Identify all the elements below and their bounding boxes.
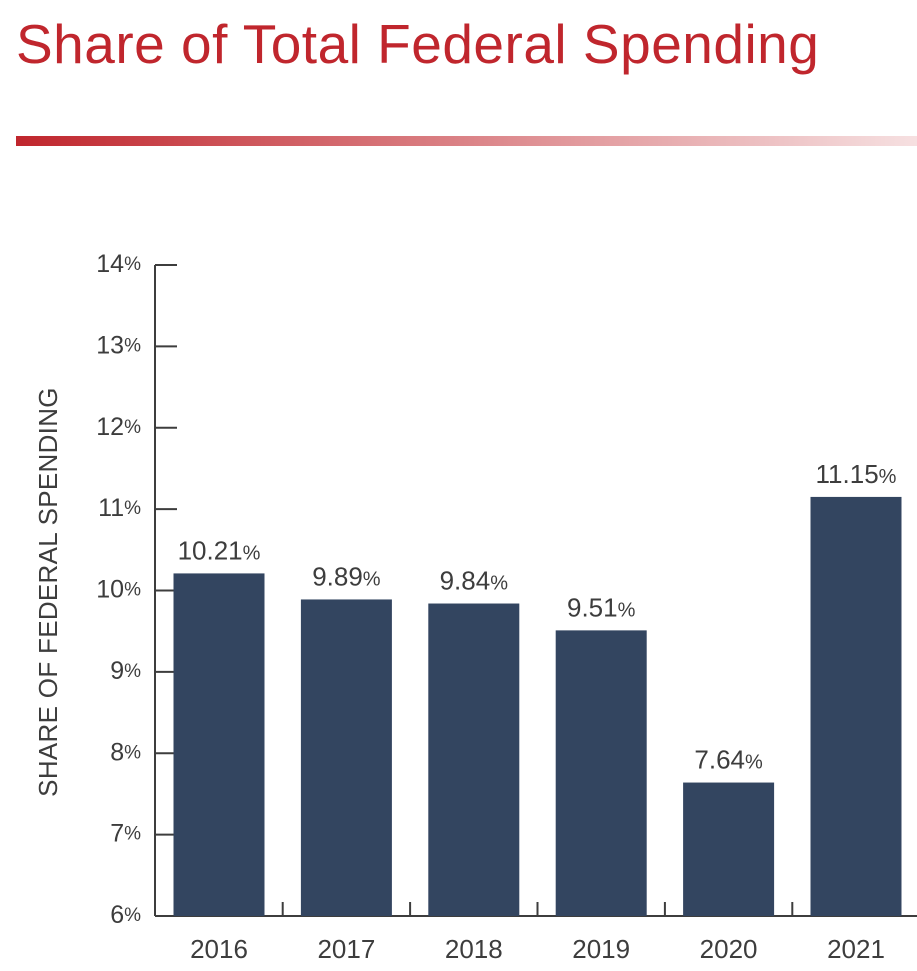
bar-2019 — [555, 630, 647, 916]
y-tick-label: 14% — [96, 250, 141, 278]
y-tick-label: 10% — [96, 575, 141, 603]
x-tick-label-2016: 2016 — [190, 934, 248, 964]
x-tick-label-2017: 2017 — [317, 934, 375, 964]
y-tick-label: 8% — [110, 738, 141, 766]
x-tick-label-2018: 2018 — [445, 934, 503, 964]
chart-title: Share of Total Federal Spending — [16, 13, 820, 75]
bars: 10.21% 2016 9.89% 2017 9.84% 2018 9.51% 2019 7.6… — [173, 459, 902, 964]
value-label-2018: 9.84% — [440, 566, 509, 596]
x-tick-label-2021: 2021 — [827, 934, 885, 964]
axes: 6% 7% 8% 9% 10% 11% 12% 13% 14% — [96, 250, 917, 929]
bar-2020 — [683, 782, 775, 916]
title-divider — [16, 136, 917, 146]
value-label-2021: 11.15% — [816, 459, 897, 489]
value-label-2020: 7.64% — [694, 745, 763, 775]
bar-2018 — [428, 603, 520, 916]
x-tick-label-2020: 2020 — [700, 934, 758, 964]
y-tick-label: 11% — [98, 494, 141, 522]
y-tick-label: 12% — [96, 412, 141, 440]
bar-2016 — [173, 573, 265, 916]
value-label-2017: 9.89% — [312, 561, 381, 591]
x-tick-label-2019: 2019 — [572, 934, 630, 964]
y-tick-label: 7% — [110, 819, 141, 847]
y-tick-label: 13% — [96, 331, 141, 359]
value-label-2016: 10.21% — [178, 535, 261, 565]
bar-2021 — [810, 496, 902, 916]
value-label-2019: 9.51% — [567, 592, 636, 622]
bar-2017 — [300, 599, 392, 916]
y-axis-label: SHARE OF FEDERAL SPENDING — [33, 387, 63, 797]
y-tick-label: 9% — [110, 656, 141, 684]
y-tick-label: 6% — [110, 901, 141, 929]
